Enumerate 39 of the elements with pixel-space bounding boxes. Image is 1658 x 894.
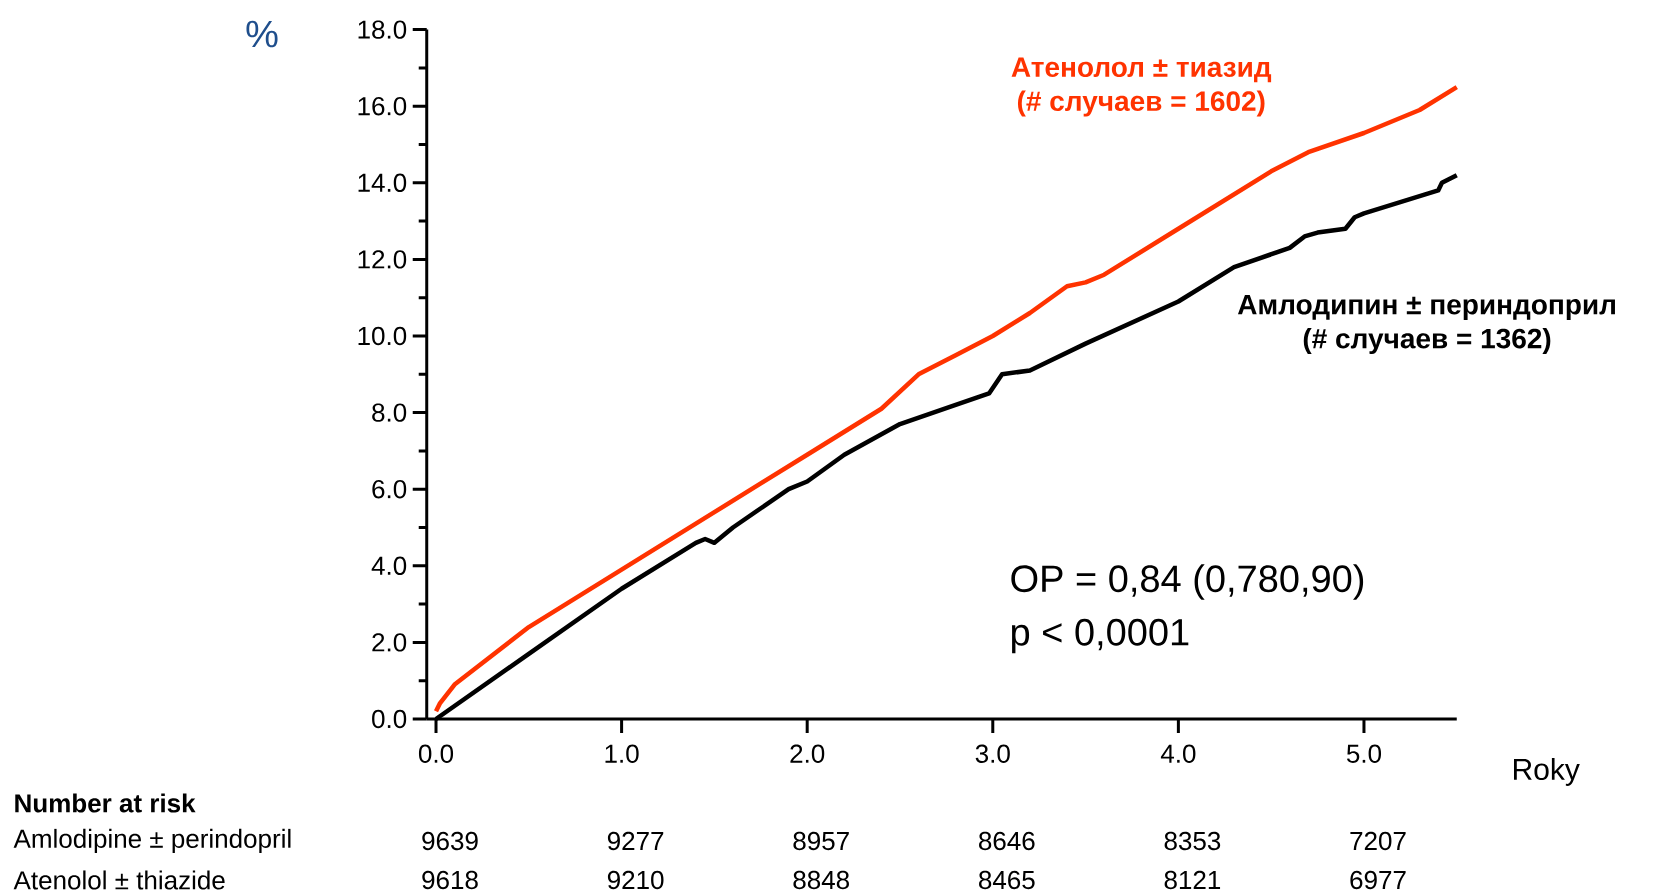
text: Atenolol ± thiazide — [13, 870, 225, 890]
text: 9277 — [607, 831, 664, 851]
y-tick-label: 4.0 — [371, 556, 407, 575]
y-tick-label: 2.0 — [372, 633, 407, 652]
annotation: (# случаев = 1362) — [1303, 327, 1551, 355]
y-tick-label: 18.0 — [358, 20, 407, 39]
y-tick-label: 0.0 — [372, 709, 407, 729]
text: Атенолол ± тиазид — [1011, 57, 1272, 83]
annotation: (# случаев = 1602) — [1017, 90, 1265, 117]
x-tick-label: 4.0 — [1160, 744, 1196, 763]
x-tick-label: 0.0 — [418, 744, 454, 763]
annotation: OP = 0,84 (0,780,90) — [1011, 564, 1364, 600]
text: Number at risk — [15, 793, 196, 813]
text: 9618 — [422, 870, 478, 890]
y-tick-label: 14.0 — [358, 173, 407, 192]
x-tick-label: 1.0 — [605, 744, 639, 763]
text: 8465 — [979, 870, 1035, 890]
annotation: p < 0,0001 — [1011, 618, 1189, 654]
x-axis-title: Roky — [1514, 758, 1580, 786]
text: Amlodipine ± perindopril — [13, 828, 291, 854]
y-tick-label: 16.0 — [358, 96, 407, 116]
x-tick-label: 2.0 — [790, 744, 825, 763]
y-tick-label: 12.0 — [358, 250, 407, 269]
x-tick-label: 3.0 — [975, 744, 1010, 763]
text: 7207 — [1350, 831, 1406, 851]
y-tick-label: 8.0 — [372, 403, 407, 422]
x-tick-label: 5.0 — [1346, 744, 1382, 763]
y-tick-label: 6.0 — [372, 479, 407, 499]
y-axis-title: % — [246, 20, 278, 48]
text: 8957 — [793, 831, 849, 851]
text: 9639 — [422, 831, 478, 851]
y-tick-label: 10.0 — [358, 326, 407, 346]
text: 8848 — [793, 870, 849, 890]
text: 6977 — [1350, 870, 1406, 890]
text: 9210 — [607, 870, 664, 890]
series-label: Амлодипин ± периндоприл — [1237, 294, 1615, 321]
text: 8646 — [979, 831, 1035, 851]
text: 8121 — [1164, 870, 1221, 890]
text: 8353 — [1164, 831, 1221, 851]
